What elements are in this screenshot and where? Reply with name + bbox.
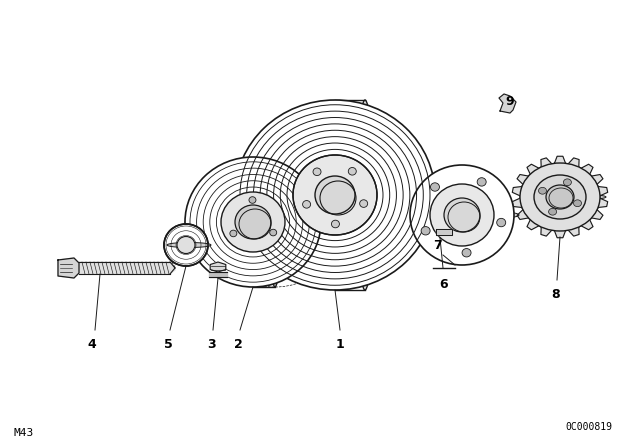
- Text: 2: 2: [234, 338, 243, 351]
- Ellipse shape: [430, 184, 494, 246]
- Polygon shape: [210, 262, 226, 272]
- Ellipse shape: [230, 230, 237, 237]
- Text: 7: 7: [433, 239, 442, 252]
- Ellipse shape: [497, 218, 506, 227]
- Polygon shape: [512, 156, 608, 238]
- Text: 1: 1: [335, 338, 344, 351]
- Ellipse shape: [315, 176, 355, 214]
- Polygon shape: [209, 272, 227, 277]
- Ellipse shape: [520, 163, 600, 231]
- Polygon shape: [499, 94, 516, 113]
- Text: 9: 9: [506, 95, 515, 108]
- Ellipse shape: [431, 183, 440, 191]
- Ellipse shape: [303, 201, 310, 208]
- Text: 0C000819: 0C000819: [565, 422, 612, 432]
- Ellipse shape: [421, 227, 430, 235]
- Ellipse shape: [348, 168, 356, 175]
- Polygon shape: [436, 229, 452, 235]
- Ellipse shape: [167, 242, 211, 247]
- Ellipse shape: [269, 229, 276, 236]
- Ellipse shape: [185, 157, 321, 287]
- Text: 5: 5: [164, 338, 172, 351]
- Text: 8: 8: [552, 288, 560, 301]
- Polygon shape: [58, 258, 79, 278]
- Ellipse shape: [548, 208, 557, 215]
- Ellipse shape: [477, 178, 486, 186]
- Ellipse shape: [526, 194, 606, 200]
- Ellipse shape: [357, 100, 373, 290]
- Ellipse shape: [444, 198, 480, 232]
- Ellipse shape: [164, 224, 208, 266]
- Ellipse shape: [415, 210, 519, 220]
- Polygon shape: [79, 262, 175, 274]
- Ellipse shape: [360, 200, 367, 207]
- Ellipse shape: [293, 155, 377, 235]
- Ellipse shape: [546, 185, 574, 209]
- Text: 4: 4: [88, 338, 97, 351]
- Text: 6: 6: [440, 278, 448, 291]
- Ellipse shape: [534, 175, 586, 219]
- Ellipse shape: [177, 237, 195, 254]
- Ellipse shape: [235, 100, 435, 290]
- Text: 3: 3: [208, 338, 216, 351]
- Ellipse shape: [573, 200, 582, 207]
- Ellipse shape: [462, 249, 471, 257]
- Ellipse shape: [332, 220, 339, 228]
- Ellipse shape: [249, 197, 256, 203]
- Ellipse shape: [410, 165, 514, 265]
- Ellipse shape: [221, 192, 285, 252]
- Ellipse shape: [538, 187, 547, 194]
- Text: M43: M43: [14, 428, 35, 438]
- Ellipse shape: [563, 179, 572, 185]
- Ellipse shape: [313, 168, 321, 176]
- Ellipse shape: [269, 157, 280, 287]
- Ellipse shape: [235, 205, 271, 239]
